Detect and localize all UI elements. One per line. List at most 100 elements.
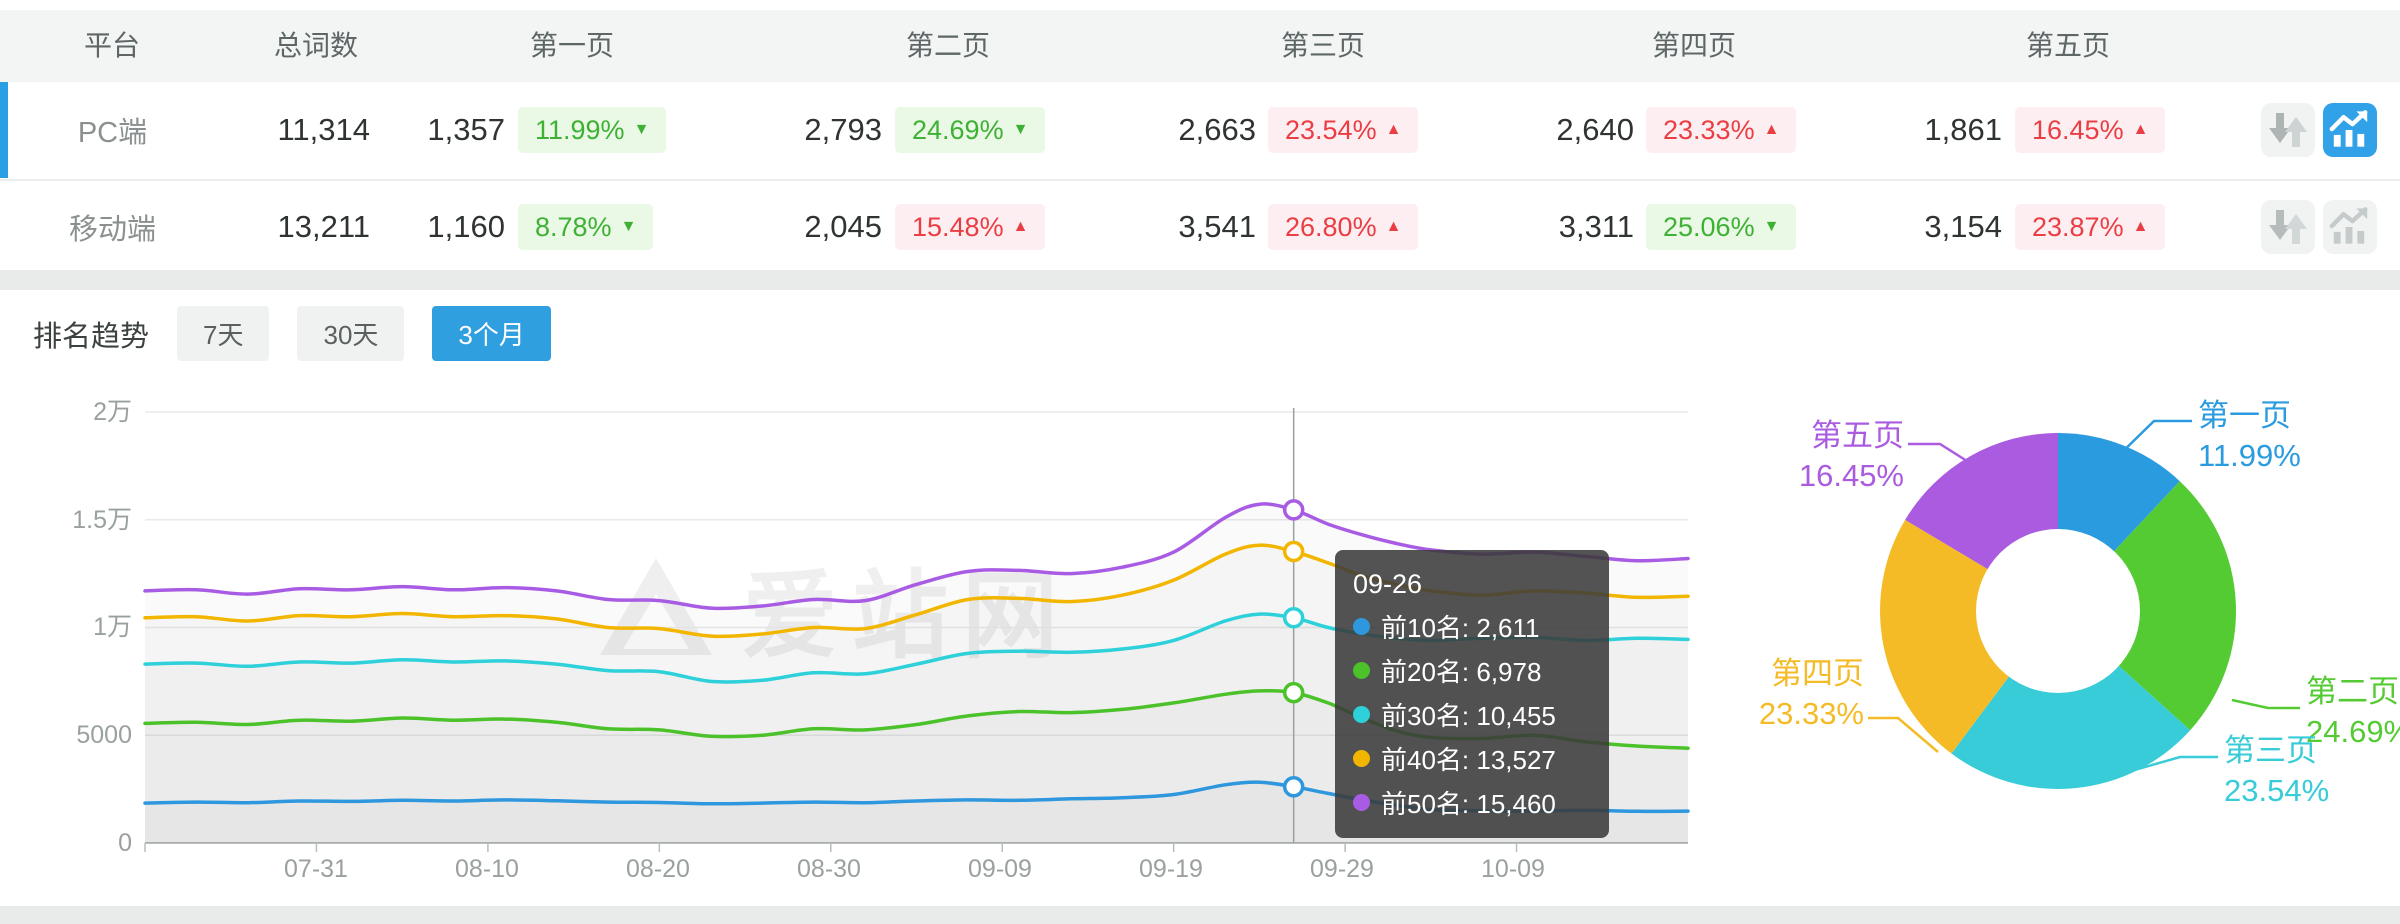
up-arrow-icon: ▲: [2132, 218, 2149, 235]
tab-7-days[interactable]: 7天: [177, 306, 270, 361]
page5-count: 3,154: [1924, 209, 2002, 244]
page2-count: 2,045: [804, 209, 882, 244]
x-axis-label: 09-19: [1139, 855, 1203, 883]
donut-label-page1: 第一页 11.99%: [2198, 396, 2301, 476]
sort-rows-button[interactable]: [2261, 200, 2315, 254]
sort-arrows-icon: [2269, 210, 2307, 244]
donut-label-page4: 第四页 23.33%: [1692, 654, 1864, 734]
donut-label-page2: 第二页 24.69%: [2306, 672, 2400, 752]
page3-change-pct: 26.80%: [1285, 211, 1377, 242]
series-dot-icon: [1353, 661, 1370, 679]
donut-label-page5: 第五页 16.45%: [1732, 416, 1904, 496]
tooltip-row: 前20名: 6,978: [1353, 648, 1591, 692]
page1-change-badge: 8.78% ▼: [518, 204, 654, 250]
donut-label-pct: 16.45%: [1798, 458, 1904, 493]
up-arrow-icon: ▲: [1385, 218, 1402, 235]
up-arrow-icon: ▲: [1385, 121, 1402, 138]
tab-30-days[interactable]: 30天: [297, 306, 405, 361]
page3-change-pct: 23.54%: [1285, 114, 1377, 145]
donut-label-pct: 11.99%: [2198, 438, 2301, 473]
up-arrow-icon: ▲: [2132, 121, 2149, 138]
up-arrow-icon: ▲: [1012, 218, 1029, 235]
tab-3-months[interactable]: 3个月: [432, 306, 551, 361]
table-row-pc[interactable]: PC端 11,314 1,357 11.99% ▼ 2,793 24.69% ▼ 2…: [0, 82, 2400, 178]
tooltip-date: 09-26: [1353, 569, 1423, 599]
down-arrow-icon: ▼: [620, 218, 637, 235]
down-arrow-icon: ▼: [633, 121, 650, 138]
up-arrow-icon: ▲: [1763, 121, 1780, 138]
trend-chart-icon: [2329, 110, 2368, 147]
platform-name: PC端: [77, 117, 148, 149]
page5-change-badge: 16.45% ▲: [2015, 107, 2166, 153]
row-divider: [0, 179, 2400, 181]
trend-chart-button[interactable]: [2323, 103, 2377, 157]
page-distribution-donut-chart[interactable]: [1868, 419, 2300, 789]
sort-arrows-icon: [2269, 113, 2307, 147]
column-header-page3: 第三页: [1280, 30, 1365, 61]
page4-count: 3,311: [1558, 209, 1634, 244]
page2-change-pct: 24.69%: [912, 114, 1004, 145]
page5-change-badge: 23.87% ▲: [2015, 204, 2166, 250]
ranking-table: 平台 总词数 第一页 第二页 第三页 第四页 第五页 PC端 11,314 1,…: [0, 0, 2400, 273]
sort-rows-button[interactable]: [2261, 103, 2315, 157]
page5-change-pct: 23.87%: [2032, 211, 2124, 242]
series-dot-icon: [1353, 749, 1370, 767]
donut-label-pct: 24.69%: [2306, 714, 2400, 749]
y-axis-label: 2万: [93, 398, 132, 426]
column-header-page5: 第五页: [2025, 30, 2110, 61]
page1-change-badge: 11.99% ▼: [518, 107, 667, 153]
page4-change-badge: 25.06% ▼: [1646, 204, 1797, 250]
table-header-row: 平台 总词数 第一页 第二页 第三页 第四页 第五页: [0, 10, 2400, 82]
y-axis-label: 1万: [93, 613, 132, 641]
y-axis-label: 1.5万: [72, 506, 132, 534]
page3-count: 3,541: [1178, 209, 1256, 244]
total-words-value: 13,211: [277, 209, 370, 244]
total-words-value: 11,314: [277, 112, 370, 147]
page2-change-badge: 24.69% ▼: [895, 107, 1046, 153]
down-arrow-icon: ▼: [1763, 218, 1780, 235]
series-dot-icon: [1353, 617, 1370, 635]
tooltip-value: 前10名: 2,611: [1381, 612, 1540, 643]
tooltip-value: 前30名: 10,455: [1381, 700, 1556, 731]
table-row-mobile[interactable]: 移动端 13,211 1,160 8.78% ▼ 2,045 15.48% ▲ 3,…: [0, 181, 2400, 273]
page3-count: 2,663: [1178, 112, 1256, 147]
donut-label-pct: 23.33%: [1758, 696, 1864, 731]
column-header-page2: 第二页: [905, 30, 990, 61]
chart-hover-tooltip: 09-26 前10名: 2,611 前20名: 6,978 前30名: 10,4…: [1335, 550, 1609, 838]
y-axis-label: 5000: [76, 721, 132, 749]
donut-label-name: 第一页: [2198, 398, 2291, 433]
x-axis-label: 09-29: [1310, 855, 1374, 883]
donut-label-page3: 第三页 23.54%: [2224, 731, 2329, 811]
trend-toolbar: 排名趋势 7天 30天 3个月: [33, 306, 551, 361]
tooltip-row: 前40名: 13,527: [1353, 736, 1591, 780]
trend-chart-icon: [2329, 207, 2368, 244]
trend-chart-button[interactable]: [2323, 200, 2377, 254]
x-axis-label: 07-31: [284, 855, 348, 883]
x-axis-label: 08-10: [455, 855, 519, 883]
page4-change-pct: 23.33%: [1663, 114, 1755, 145]
tooltip-value: 前20名: 6,978: [1381, 656, 1542, 687]
page3-change-badge: 26.80% ▲: [1268, 204, 1419, 250]
column-header-page4: 第四页: [1651, 30, 1736, 61]
page2-count: 2,793: [804, 112, 882, 147]
column-header-platform: 平台: [83, 30, 140, 61]
x-axis-label: 09-09: [968, 855, 1032, 883]
column-header-page1: 第一页: [529, 30, 614, 61]
page5-count: 1,861: [1924, 112, 2002, 147]
platform-name: 移动端: [68, 214, 156, 246]
trend-section-title: 排名趋势: [33, 320, 150, 353]
section-divider: [0, 270, 2400, 290]
down-arrow-icon: ▼: [1012, 121, 1029, 138]
page4-count: 2,640: [1556, 112, 1634, 147]
tooltip-value: 前40名: 13,527: [1381, 744, 1556, 775]
page3-change-badge: 23.54% ▲: [1268, 107, 1419, 153]
donut-label-name: 第二页: [2306, 674, 2399, 709]
series-dot-icon: [1353, 705, 1370, 723]
page1-count: 1,357: [427, 112, 505, 147]
x-axis-label: 08-30: [797, 855, 861, 883]
tooltip-row: 前10名: 2,611: [1353, 604, 1591, 648]
series-dot-icon: [1353, 793, 1370, 811]
column-header-total-words: 总词数: [273, 30, 358, 61]
